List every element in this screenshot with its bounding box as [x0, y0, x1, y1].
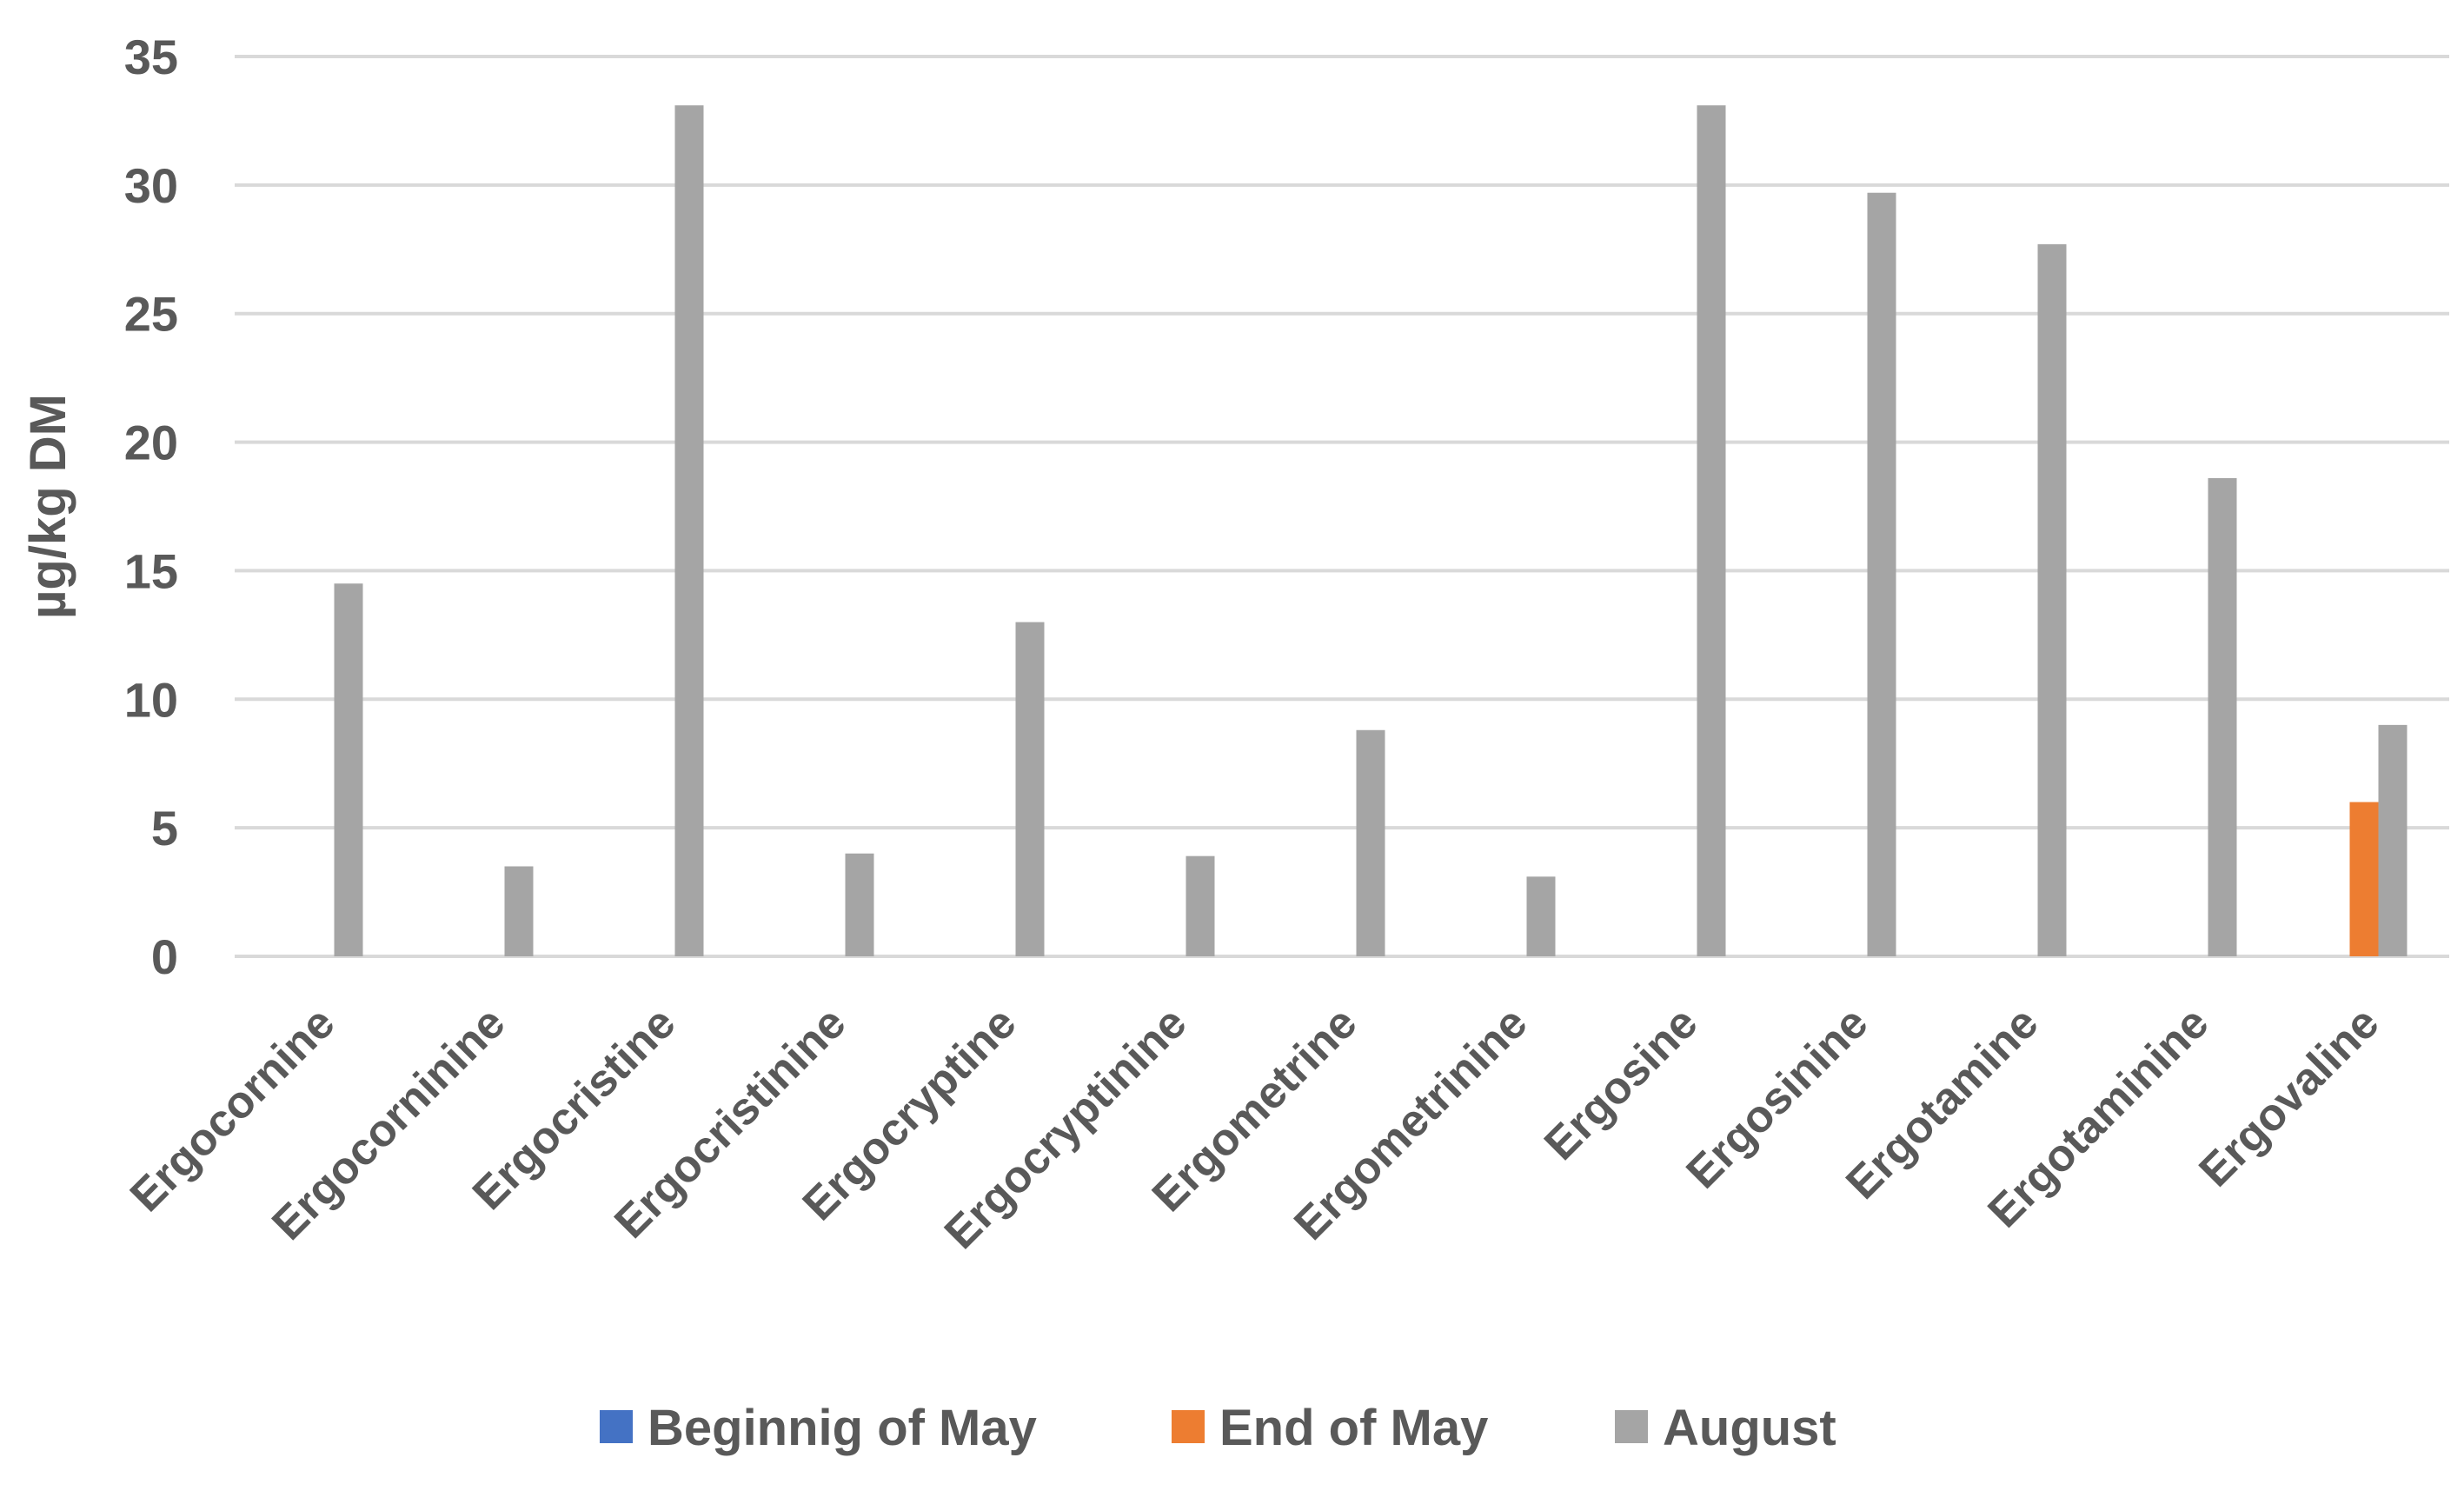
y-tick-label: 0	[151, 929, 178, 984]
y-tick-label: 30	[124, 158, 178, 213]
y-axis-ticks: 0 5 10 15 20 25 30 35	[124, 30, 178, 984]
bar	[1186, 855, 1215, 956]
y-axis-title: µg/kg DM	[20, 394, 76, 619]
y-tick-label: 10	[124, 672, 178, 727]
bar	[2349, 802, 2379, 956]
y-tick-label: 20	[124, 416, 178, 470]
x-tick-label: Ergovaline	[2189, 997, 2388, 1196]
bar	[504, 866, 534, 956]
gridlines	[235, 55, 2449, 958]
legend-label: Beginnig of May	[648, 1400, 1037, 1456]
legend-swatch	[1172, 1410, 1205, 1443]
bar	[2378, 724, 2408, 956]
y-tick-label: 25	[124, 287, 178, 342]
y-tick-label: 5	[151, 801, 178, 855]
bar	[2208, 477, 2237, 956]
legend-swatch	[1615, 1410, 1648, 1443]
bar	[1356, 729, 1385, 956]
legend: Beginnig of May End of May August	[600, 1400, 1836, 1456]
x-axis-categories: ErgocornineErgocorninineErgocristineErgo…	[121, 997, 2389, 1258]
bar	[2037, 243, 2067, 956]
bar	[1015, 622, 1045, 956]
legend-label: August	[1663, 1400, 1836, 1456]
bar	[1867, 192, 1896, 956]
y-tick-label: 35	[124, 30, 178, 84]
bar	[674, 105, 704, 956]
bar	[1526, 876, 1556, 956]
bar	[1697, 105, 1726, 956]
bar	[845, 853, 874, 956]
legend-swatch	[600, 1410, 633, 1443]
bars	[334, 105, 2408, 956]
bar	[334, 583, 363, 956]
x-tick-label: Ergosine	[1535, 997, 1707, 1169]
y-tick-label: 15	[124, 543, 178, 598]
legend-label: End of May	[1219, 1400, 1488, 1456]
